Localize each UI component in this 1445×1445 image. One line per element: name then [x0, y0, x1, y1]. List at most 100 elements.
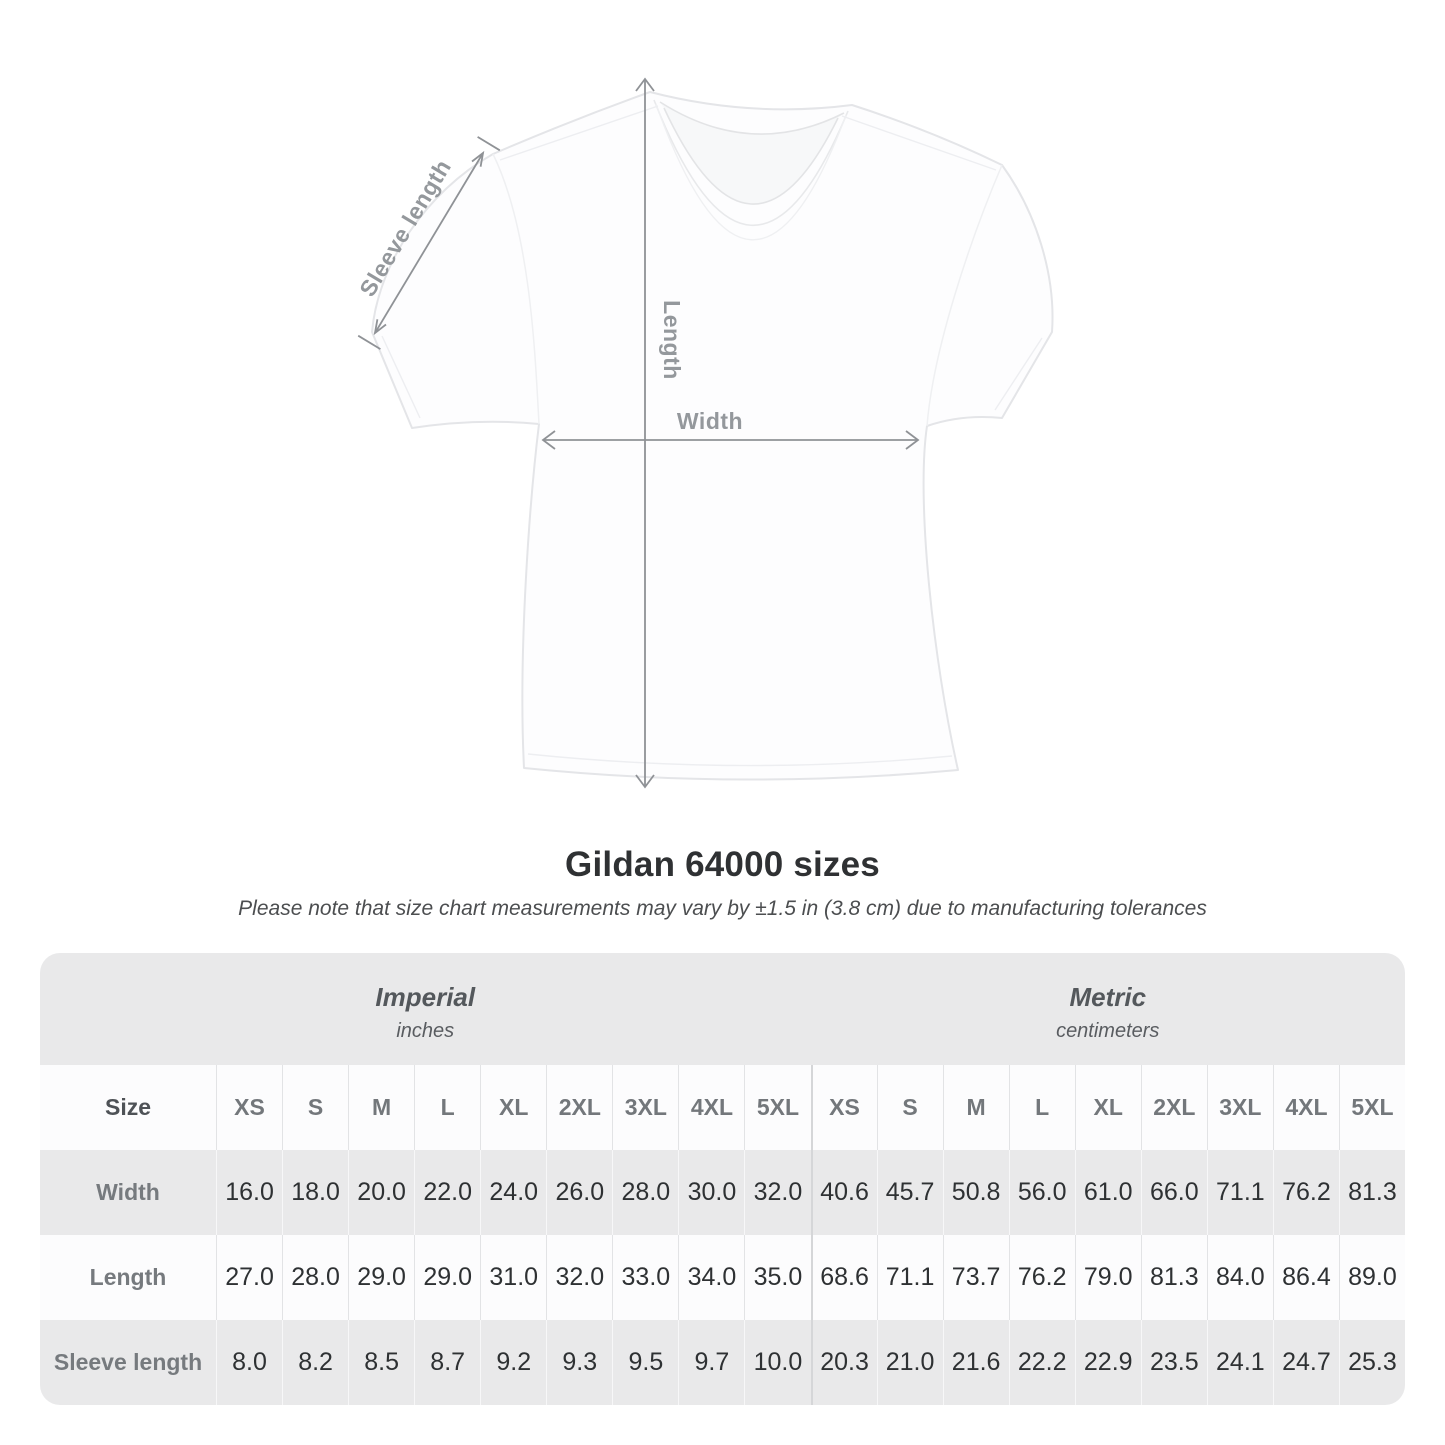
armhole-seam-left — [492, 153, 540, 425]
size-value-cell: 24.1 — [1206, 1320, 1273, 1405]
size-value-cell: 35.0 — [744, 1235, 811, 1320]
tshirt-measurement-diagram: Length Width Sleeve length — [354, 77, 1054, 789]
size-value-cell: 10.0 — [744, 1320, 810, 1405]
size-value-cell: 21.6 — [942, 1320, 1009, 1405]
width-label: Width — [677, 408, 743, 434]
imperial-unit-label: inches — [396, 1019, 455, 1042]
size-value-cell: 27.0 — [216, 1235, 283, 1320]
sleeve-length-arrow — [357, 136, 501, 350]
length-label: Length — [659, 300, 685, 380]
tolerance-note: Please note that size chart measurements… — [238, 897, 1207, 920]
size-value-cell: 20.3 — [810, 1320, 877, 1405]
size-column-header: 2XL — [546, 1065, 613, 1150]
size-value-cell: 73.7 — [942, 1235, 1009, 1320]
collar-back-seam — [659, 101, 845, 135]
unit-group-metric: Metric centimeters — [811, 953, 1406, 1065]
size-column-label: Size — [40, 1065, 216, 1150]
size-value-cell: 30.0 — [678, 1150, 744, 1235]
size-column-header: L — [414, 1065, 481, 1150]
unit-group-imperial: Imperial inches — [40, 953, 811, 1065]
size-column-header: XL — [1074, 1065, 1141, 1150]
size-value-cell: 8.5 — [348, 1320, 414, 1405]
size-value-cell: 32.0 — [744, 1150, 810, 1235]
size-value-cell: 33.0 — [612, 1235, 679, 1320]
size-value-cell: 8.0 — [216, 1320, 282, 1405]
size-value-cell: 16.0 — [216, 1150, 282, 1235]
size-value-cell: 21.0 — [876, 1320, 943, 1405]
size-value-cell: 23.5 — [1140, 1320, 1207, 1405]
size-value-cell: 18.0 — [282, 1150, 348, 1235]
page-title: Gildan 64000 sizes — [565, 845, 880, 884]
size-value-cell: 66.0 — [1140, 1150, 1207, 1235]
size-value-cell: 50.8 — [942, 1150, 1009, 1235]
row-label: Sleeve length — [53, 1349, 203, 1375]
size-value-cell: 76.2 — [1272, 1150, 1339, 1235]
size-column-header: XL — [480, 1065, 547, 1150]
size-column-header: 4XL — [678, 1065, 745, 1150]
size-value-cell: 9.2 — [480, 1320, 546, 1405]
metric-heading: Metric — [1069, 981, 1147, 1012]
size-value-cell: 29.0 — [414, 1235, 481, 1320]
size-value-cell: 45.7 — [876, 1150, 943, 1235]
size-column-header: 3XL — [612, 1065, 679, 1150]
collar-stitch — [655, 103, 847, 241]
armhole-seam-right — [926, 164, 1003, 427]
size-value-cell: 22.0 — [414, 1150, 480, 1235]
shoulder-seam-right — [841, 115, 997, 171]
size-value-cell: 89.0 — [1338, 1235, 1405, 1320]
size-column-header: 5XL — [744, 1065, 811, 1150]
size-value-cell: 79.0 — [1074, 1235, 1141, 1320]
size-value-cell: 22.9 — [1074, 1320, 1141, 1405]
collar-inner-seam — [663, 107, 839, 205]
size-value-cell: 76.2 — [1008, 1235, 1075, 1320]
size-value-cell: 71.1 — [876, 1235, 943, 1320]
size-value-cell: 32.0 — [546, 1235, 613, 1320]
imperial-heading: Imperial — [375, 981, 476, 1012]
size-column-header: S — [876, 1065, 943, 1150]
size-value-cell: 24.0 — [480, 1150, 546, 1235]
size-column-header: 5XL — [1338, 1065, 1405, 1150]
size-column-header: 2XL — [1140, 1065, 1207, 1150]
size-value-cell: 68.6 — [810, 1235, 877, 1320]
collar-shadow — [660, 102, 844, 205]
row-label: Width — [96, 1179, 160, 1205]
length-arrow — [635, 77, 655, 789]
size-value-cell: 61.0 — [1074, 1150, 1141, 1235]
width-arrow — [541, 430, 920, 450]
cuff-seam-right — [994, 337, 1043, 411]
size-value-cell: 29.0 — [348, 1235, 415, 1320]
size-column-header: M — [942, 1065, 1009, 1150]
size-column-header: L — [1008, 1065, 1075, 1150]
size-value-cell: 8.2 — [282, 1320, 348, 1405]
tshirt-silhouette — [371, 91, 1054, 781]
size-value-cell: 9.3 — [546, 1320, 612, 1405]
shoulder-seam-left — [499, 105, 659, 161]
size-value-cell: 81.3 — [1338, 1150, 1405, 1235]
size-column-header: 3XL — [1206, 1065, 1273, 1150]
size-value-cell: 9.7 — [678, 1320, 744, 1405]
size-column-header: XS — [810, 1065, 877, 1150]
size-value-cell: 26.0 — [546, 1150, 612, 1235]
size-column-header: M — [348, 1065, 415, 1150]
size-value-cell: 22.2 — [1008, 1320, 1075, 1405]
size-value-cell: 9.5 — [612, 1320, 678, 1405]
size-value-cell: 86.4 — [1272, 1235, 1339, 1320]
size-value-cell: 31.0 — [480, 1235, 547, 1320]
size-value-cell: 28.0 — [612, 1150, 678, 1235]
size-value-cell: 28.0 — [282, 1235, 349, 1320]
size-chart-table: Imperial inches Metric centimeters Size X… — [40, 953, 1405, 1405]
cuff-seam-left — [381, 335, 421, 419]
row-label: Length — [40, 1235, 216, 1320]
size-value-cell: 24.7 — [1272, 1320, 1339, 1405]
size-column-header: S — [282, 1065, 349, 1150]
size-value-cell: 71.1 — [1206, 1150, 1273, 1235]
collar-outer-seam — [653, 99, 849, 227]
size-value-cell: 81.3 — [1140, 1235, 1207, 1320]
size-value-cell: 20.0 — [348, 1150, 414, 1235]
metric-unit-label: centimeters — [1056, 1019, 1160, 1042]
size-value-cell: 8.7 — [414, 1320, 480, 1405]
bottom-hem-stitch — [527, 753, 953, 767]
size-value-cell: 84.0 — [1206, 1235, 1273, 1320]
size-column-header: XS — [216, 1065, 283, 1150]
size-value-cell: 56.0 — [1008, 1150, 1075, 1235]
